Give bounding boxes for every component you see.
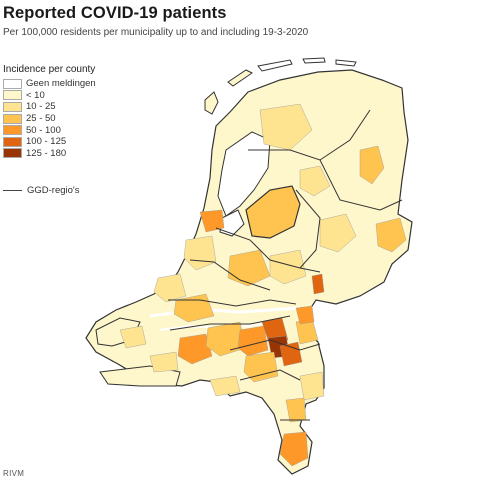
- ijsselmeer-water: [217, 131, 271, 217]
- island-ameland: [302, 57, 326, 64]
- patch-utrecht: [227, 249, 271, 287]
- legend-swatch: [3, 148, 22, 159]
- legend-ggd-label: GGD-regio's: [27, 185, 80, 196]
- island-vlieland: [227, 69, 253, 87]
- patch-amersfoort: [269, 249, 307, 285]
- legend-item-lt-10: < 10: [3, 90, 96, 102]
- map-title: Reported COVID-19 patients: [3, 4, 227, 22]
- legend-label: 50 - 100: [26, 124, 61, 136]
- patch-twente: [375, 217, 407, 253]
- legend-swatch: [3, 101, 22, 112]
- legend-swatch: [3, 90, 22, 101]
- patch-den-bosch: [237, 325, 269, 357]
- legend-item-125-180: 125 - 180: [3, 148, 96, 160]
- flevoland: [245, 185, 301, 239]
- source-credit: RIVM: [3, 469, 25, 478]
- legend-label: 100 - 125: [26, 136, 67, 148]
- patch-zaanstad: [199, 209, 225, 233]
- patch-venlo: [299, 371, 325, 401]
- patch-middelburg: [119, 325, 147, 349]
- patch-den-haag: [153, 273, 187, 303]
- patch-heerlen: [279, 431, 309, 467]
- patch-tilburg: [205, 321, 247, 357]
- legend-label: 125 - 180: [26, 147, 67, 159]
- legend-title: Incidence per county: [3, 64, 96, 75]
- patch-bergen-op-zoom: [149, 351, 179, 373]
- ggd-region-boundaries: [168, 109, 403, 421]
- legend-item-no-reports: Geen meldingen: [3, 78, 96, 90]
- legend-swatch: [3, 136, 22, 147]
- legend-item-25-50: 25 - 50: [3, 113, 96, 125]
- patch-drenthe: [299, 165, 331, 197]
- patch-helmond: [279, 341, 303, 367]
- legend-label: 10 - 25: [26, 101, 56, 113]
- island-terschelling: [257, 59, 293, 72]
- legend-item-10-25: 10 - 25: [3, 101, 96, 113]
- patch-salland: [319, 213, 357, 253]
- legend-ggd-boundary: GGD-regio's: [3, 185, 80, 196]
- patch-friesland: [259, 103, 313, 151]
- legend-swatch: [3, 113, 22, 124]
- patch-breda: [177, 333, 213, 365]
- legend-label: 25 - 50: [26, 113, 56, 125]
- legend-label: Geen meldingen: [26, 78, 96, 90]
- municipality-patches: [119, 103, 407, 467]
- patch-100-gelderland: [311, 273, 325, 295]
- patch-eindhoven: [243, 351, 279, 383]
- legend-label: < 10: [26, 89, 45, 101]
- patch-50-groningen: [359, 145, 385, 185]
- boundary-line-swatch: [3, 190, 22, 191]
- legend-swatch: [3, 78, 22, 89]
- legend-item-50-100: 50 - 100: [3, 124, 96, 136]
- map-subtitle: Per 100,000 residents per municipality u…: [3, 27, 309, 38]
- legend-swatch: [3, 125, 22, 136]
- patch-valkenswaard: [209, 375, 241, 397]
- patch-arnhem: [295, 305, 315, 325]
- island-schiermonnikoog: [335, 59, 357, 67]
- legend: Incidence per county Geen meldingen < 10…: [3, 64, 96, 159]
- island-texel: [204, 91, 219, 115]
- legend-item-100-125: 100 - 125: [3, 136, 96, 148]
